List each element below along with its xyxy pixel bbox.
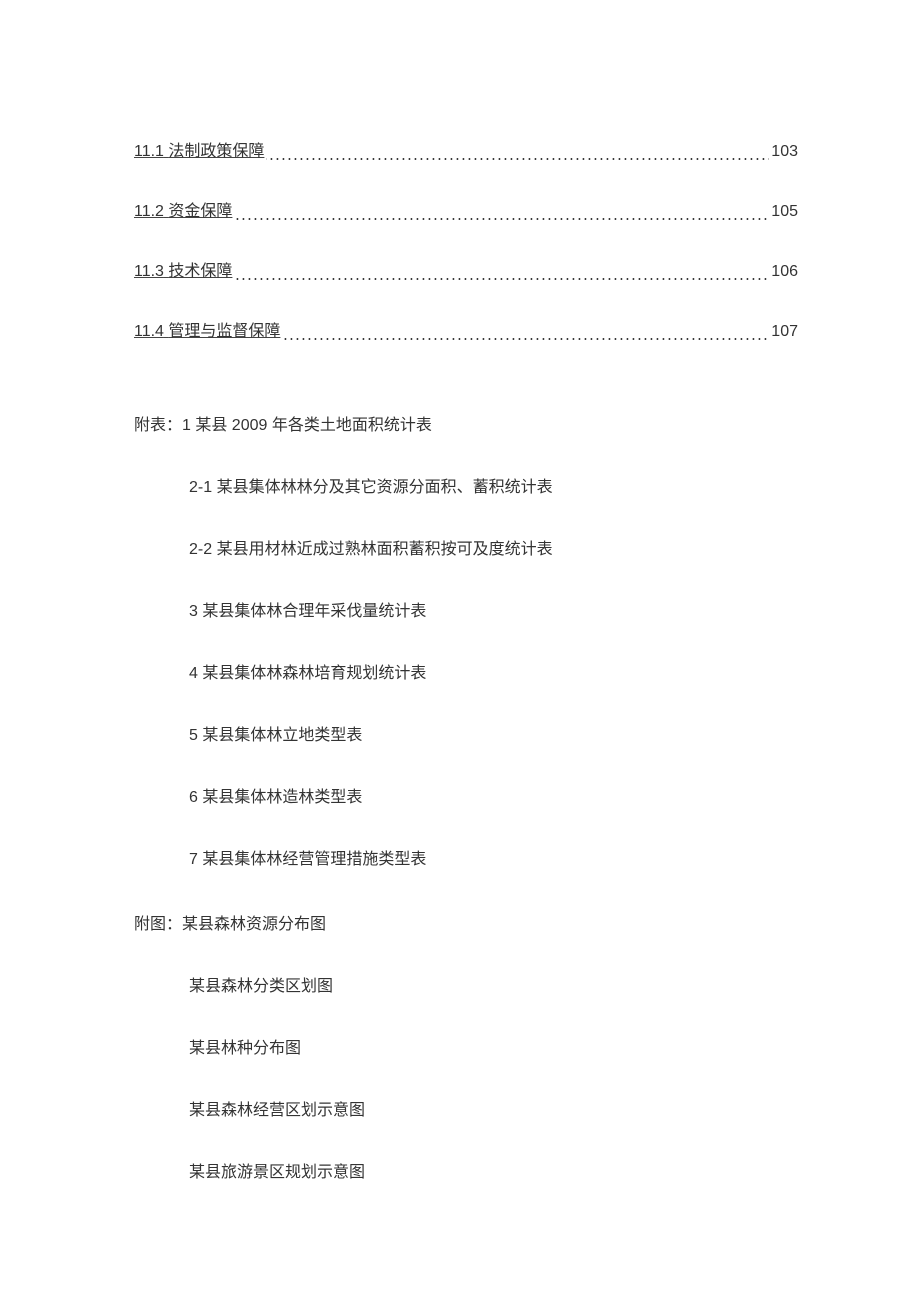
appendix-indent (134, 600, 189, 624)
appendix-table-item: 7 某县集体林经营管理措施类型表 (134, 848, 798, 872)
appendix-indent (134, 476, 189, 500)
appendix-table-text: 2-1 某县集体林林分及其它资源分面积、蓄积统计表 (189, 476, 553, 500)
toc-leader-dots (282, 336, 769, 340)
appendix-table-item: 2-1 某县集体林林分及其它资源分面积、蓄积统计表 (134, 476, 798, 500)
appendix-indent (134, 538, 189, 562)
appendix-indent (134, 724, 189, 748)
toc-page-number: 107 (771, 320, 798, 344)
appendix-tables-section: 附表： 1 某县 2009 年各类土地面积统计表 2-1 某县集体林林分及其它资… (134, 414, 798, 872)
toc-page-number: 105 (771, 200, 798, 224)
appendix-table-item: 5 某县集体林立地类型表 (134, 724, 798, 748)
appendix-tables-prefix: 附表： (134, 414, 182, 438)
appendix-figure-text: 某县森林分类区划图 (189, 972, 333, 996)
appendix-table-text: 6 某县集体林造林类型表 (189, 786, 362, 810)
toc-entry[interactable]: 11.1 法制政策保障 103 (134, 140, 798, 164)
toc-leader-dots (234, 276, 769, 280)
toc-entry[interactable]: 11.4 管理与监督保障 107 (134, 320, 798, 344)
appendix-indent (134, 848, 189, 872)
appendix-table-item: 4 某县集体林森林培育规划统计表 (134, 662, 798, 686)
appendix-table-item: 附表： 1 某县 2009 年各类土地面积统计表 (134, 414, 798, 438)
appendix-figure-text: 某县旅游景区规划示意图 (189, 1158, 365, 1182)
appendix-figure-item: 某县森林经营区划示意图 (134, 1096, 798, 1120)
appendix-table-text: 4 某县集体林森林培育规划统计表 (189, 662, 426, 686)
toc-leader-dots (266, 156, 769, 160)
appendix-table-item: 6 某县集体林造林类型表 (134, 786, 798, 810)
appendix-table-text: 2-2 某县用材林近成过熟林面积蓄积按可及度统计表 (189, 538, 553, 562)
appendix-indent (134, 1096, 189, 1120)
toc-page-number: 106 (771, 260, 798, 284)
toc-leader-dots (234, 216, 769, 220)
appendix-indent (134, 972, 189, 996)
appendix-table-item: 2-2 某县用材林近成过熟林面积蓄积按可及度统计表 (134, 538, 798, 562)
toc-entry-label: 11.3 技术保障 (134, 260, 232, 284)
toc-entry[interactable]: 11.3 技术保障 106 (134, 260, 798, 284)
appendix-figure-item: 某县森林分类区划图 (134, 972, 798, 996)
toc-page-number: 103 (771, 140, 798, 164)
appendix-table-text: 5 某县集体林立地类型表 (189, 724, 362, 748)
appendix-table-text: 3 某县集体林合理年采伐量统计表 (189, 600, 426, 624)
appendix-figures-section: 附图： 某县森林资源分布图 某县森林分类区划图 某县林种分布图 某县森林经营区划… (134, 910, 798, 1182)
appendix-indent (134, 1158, 189, 1182)
appendix-figure-item: 某县旅游景区规划示意图 (134, 1158, 798, 1182)
toc-entry-label: 11.1 法制政策保障 (134, 140, 264, 164)
toc-entry[interactable]: 11.2 资金保障 105 (134, 200, 798, 224)
appendix-table-item: 3 某县集体林合理年采伐量统计表 (134, 600, 798, 624)
appendix-figures-prefix: 附图： (134, 910, 182, 934)
appendix-figure-text: 某县森林经营区划示意图 (189, 1096, 365, 1120)
appendix-indent (134, 662, 189, 686)
toc-section: 11.1 法制政策保障 103 11.2 资金保障 105 11.3 技术保障 … (134, 140, 798, 344)
appendix-figure-item: 某县林种分布图 (134, 1034, 798, 1058)
toc-entry-label: 11.2 资金保障 (134, 200, 232, 224)
appendix-indent (134, 1034, 189, 1058)
appendix-table-text: 7 某县集体林经营管理措施类型表 (189, 848, 426, 872)
toc-entry-label: 11.4 管理与监督保障 (134, 320, 280, 344)
appendix-figure-text: 某县林种分布图 (189, 1034, 301, 1058)
appendix-table-text: 1 某县 2009 年各类土地面积统计表 (182, 414, 432, 438)
appendix-indent (134, 786, 189, 810)
appendix-figure-text: 某县森林资源分布图 (182, 910, 326, 934)
appendix-figure-item: 附图： 某县森林资源分布图 (134, 910, 798, 934)
